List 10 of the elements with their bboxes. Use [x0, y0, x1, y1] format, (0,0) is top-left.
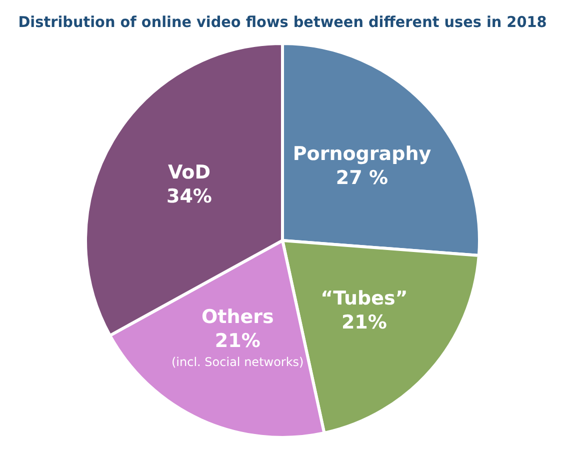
chart-title: Distribution of online video flows between different uses in 2018: [18, 14, 547, 31]
data-label: 27 %: [336, 166, 388, 189]
data-label: 21%: [341, 312, 387, 334]
slice-label: VoD: [168, 161, 210, 184]
slice-label: Pornography: [292, 142, 432, 165]
data-label: 34%: [166, 185, 212, 208]
slice-label: Others: [201, 306, 274, 328]
data-label: 21%: [214, 330, 260, 352]
text: (incl. Social networks): [172, 355, 304, 370]
slice-label: “Tubes”: [320, 288, 408, 310]
